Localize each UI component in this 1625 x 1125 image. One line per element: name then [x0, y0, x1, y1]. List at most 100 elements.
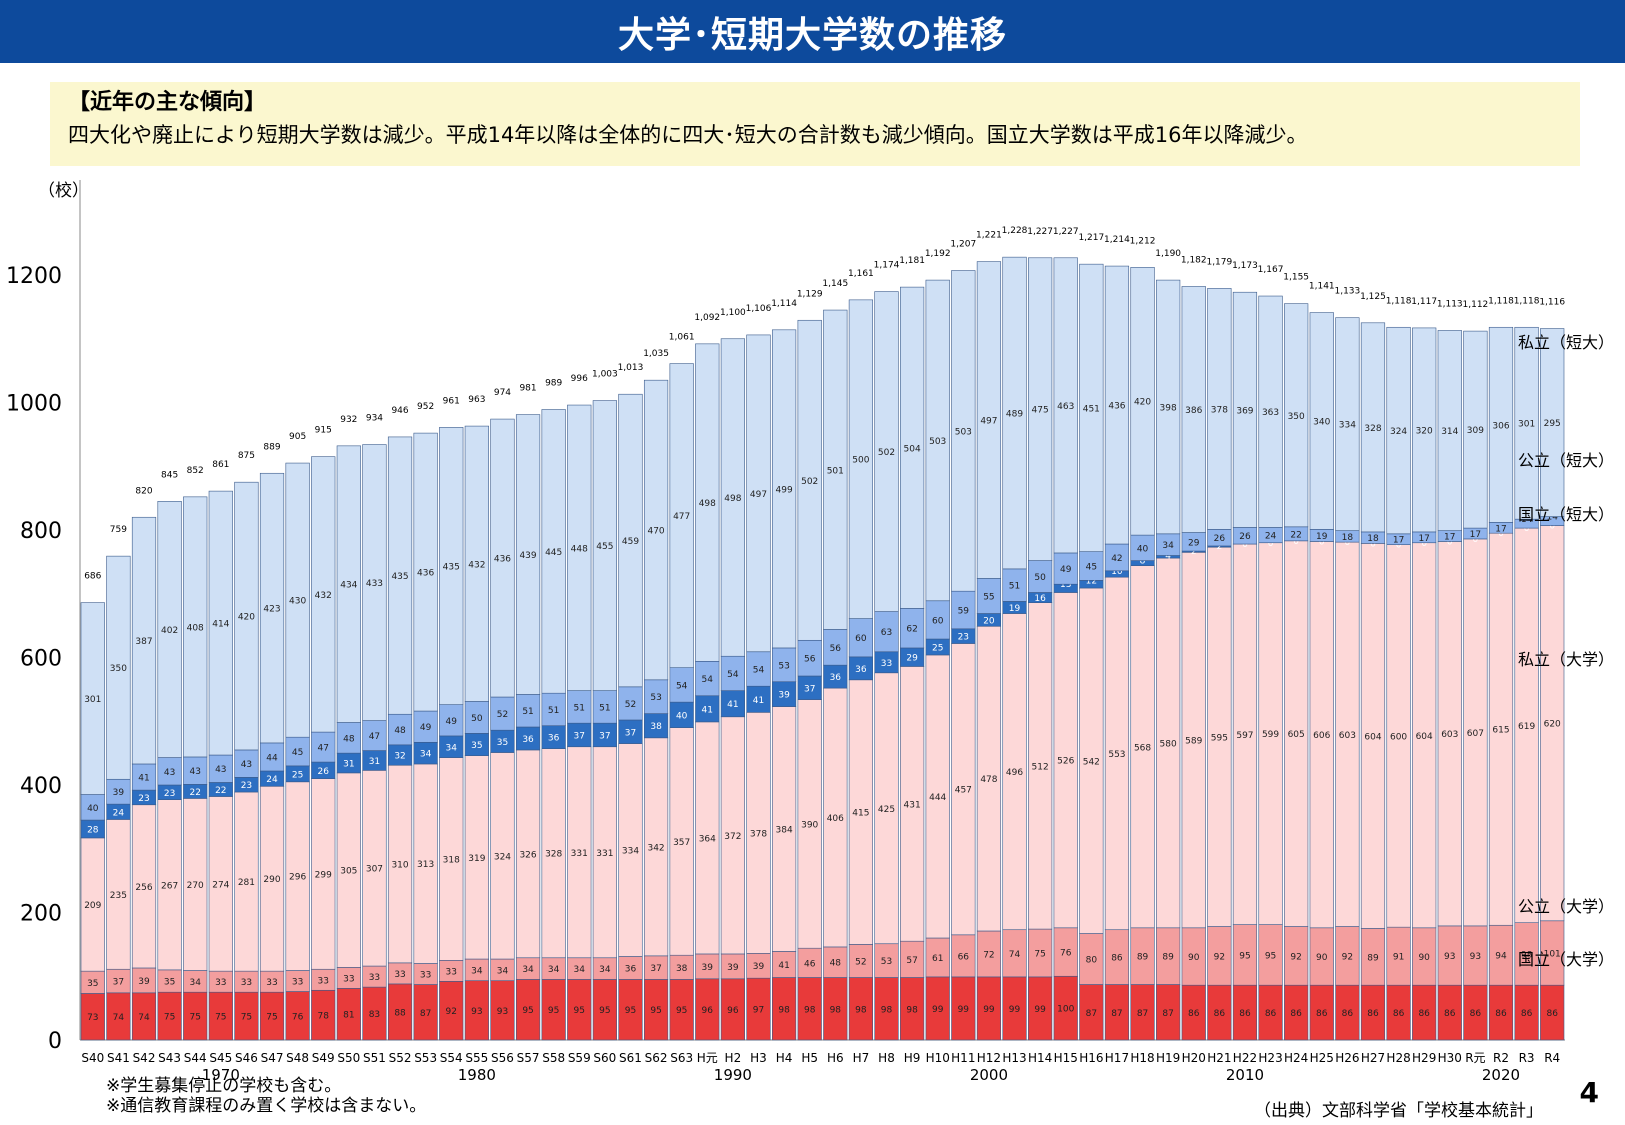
data-label: 37: [574, 731, 585, 741]
data-label: 13: [1060, 580, 1071, 590]
x-tick-label: H20: [1182, 1051, 1206, 1065]
data-label: 89: [1367, 953, 1379, 963]
data-label: 305: [340, 867, 357, 877]
x-tick-label: H13: [1002, 1051, 1026, 1065]
data-label: 501: [827, 466, 844, 476]
total-label: 1,192: [925, 249, 951, 259]
data-label: 98: [1521, 950, 1533, 960]
data-label: 281: [238, 878, 255, 888]
title-bar: 大学･短期大学数の推移: [0, 0, 1625, 63]
data-label: 41: [138, 774, 149, 784]
data-label: 47: [369, 732, 380, 742]
bar-segment: [1232, 291, 1258, 528]
data-label: 34: [189, 978, 201, 988]
bar-segment: [925, 279, 950, 602]
data-label: 94: [1495, 952, 1507, 962]
x-tick-label: H19: [1156, 1051, 1180, 1065]
data-label: 54: [727, 670, 739, 680]
x-tick-label: R4: [1544, 1051, 1560, 1065]
data-label: 384: [776, 825, 793, 835]
bar-segment: [1130, 267, 1155, 536]
data-label: 99: [932, 1005, 944, 1015]
data-label: 87: [1086, 1009, 1097, 1019]
data-label: 34: [548, 965, 560, 975]
note-2: ※通信教育課程のみ置く学校は含まない。: [106, 1096, 427, 1116]
data-label: 37: [599, 731, 610, 741]
bar-segment: [1360, 322, 1386, 533]
data-label: 39: [753, 962, 765, 972]
data-label: 497: [980, 417, 997, 427]
data-label: 75: [1034, 949, 1045, 959]
data-label: 51: [574, 703, 585, 713]
bar-segment: [720, 338, 745, 657]
data-label: 51: [1009, 582, 1020, 592]
bar-segment: [183, 496, 208, 758]
bar-segment: [1284, 303, 1309, 528]
data-label: 301: [84, 695, 101, 705]
series-label: 国立（大学）: [1518, 950, 1614, 969]
y-tick-label: 600: [20, 647, 62, 672]
total-label: 1,013: [618, 363, 644, 373]
x-tick-label: H29: [1412, 1051, 1436, 1065]
data-label: 477: [673, 512, 690, 522]
y-tick-label: 800: [20, 519, 62, 544]
data-label: 37: [113, 978, 124, 988]
bar-segment: [157, 501, 182, 758]
data-label: 75: [241, 1013, 252, 1023]
bar-segment: [618, 393, 643, 688]
data-label: 93: [471, 1007, 482, 1017]
bar-segment: [695, 343, 720, 662]
total-label: 1,106: [746, 304, 772, 314]
data-label: 23: [241, 781, 252, 791]
data-label: 33: [266, 978, 277, 988]
data-label: 615: [1492, 726, 1509, 736]
data-label: 53: [881, 957, 892, 967]
data-label: 17: [1393, 536, 1404, 546]
y-tick-label: 1000: [6, 392, 62, 417]
data-label: 86: [1239, 1009, 1251, 1019]
data-label: 39: [702, 963, 714, 973]
data-label: 98: [881, 1005, 893, 1015]
data-label: 98: [830, 1005, 842, 1015]
data-label: 589: [1185, 737, 1202, 747]
bar-segment: [1463, 330, 1488, 529]
data-label: 420: [238, 613, 255, 623]
bar-segment: [515, 414, 541, 695]
data-label: 91: [1393, 953, 1404, 963]
total-label: 1,118: [1386, 296, 1412, 306]
total-label: 1,214: [1104, 235, 1130, 245]
x-tick-label: H12: [977, 1051, 1001, 1065]
data-label: 34: [1162, 541, 1174, 551]
total-label: 1,179: [1206, 257, 1232, 267]
data-label: 97: [753, 1006, 764, 1016]
bar-segment: [1104, 265, 1130, 545]
total-label: 1,100: [720, 308, 746, 318]
bar-segment: [1053, 257, 1078, 554]
x-tick-label: S41: [107, 1051, 130, 1065]
total-label: 915: [315, 426, 332, 436]
data-label: 17: [1444, 533, 1455, 543]
data-label: 497: [750, 490, 767, 500]
data-label: 299: [315, 870, 332, 880]
data-label: 26: [1239, 532, 1251, 542]
x-tick-label: H11: [951, 1051, 975, 1065]
data-label: 502: [878, 448, 895, 458]
total-label: 1,212: [1130, 236, 1156, 246]
x-tick-label: H5: [801, 1051, 818, 1065]
data-label: 95: [522, 1006, 533, 1016]
data-label: 26: [318, 767, 330, 777]
total-label: 759: [110, 525, 127, 535]
data-label: 51: [522, 707, 533, 717]
data-label: 100: [1057, 1005, 1074, 1015]
data-label: 17: [1470, 530, 1481, 540]
page-number: 4: [1579, 1076, 1599, 1109]
data-label: 48: [394, 726, 406, 736]
data-label: 24: [266, 775, 278, 785]
bar-segment: [285, 462, 310, 738]
data-label: 457: [955, 786, 972, 796]
total-label: 963: [468, 395, 485, 405]
bar-segment: [311, 456, 336, 733]
data-label: 0: [1524, 524, 1530, 534]
data-label: 33: [420, 971, 431, 981]
total-label: 1,227: [1027, 227, 1053, 237]
